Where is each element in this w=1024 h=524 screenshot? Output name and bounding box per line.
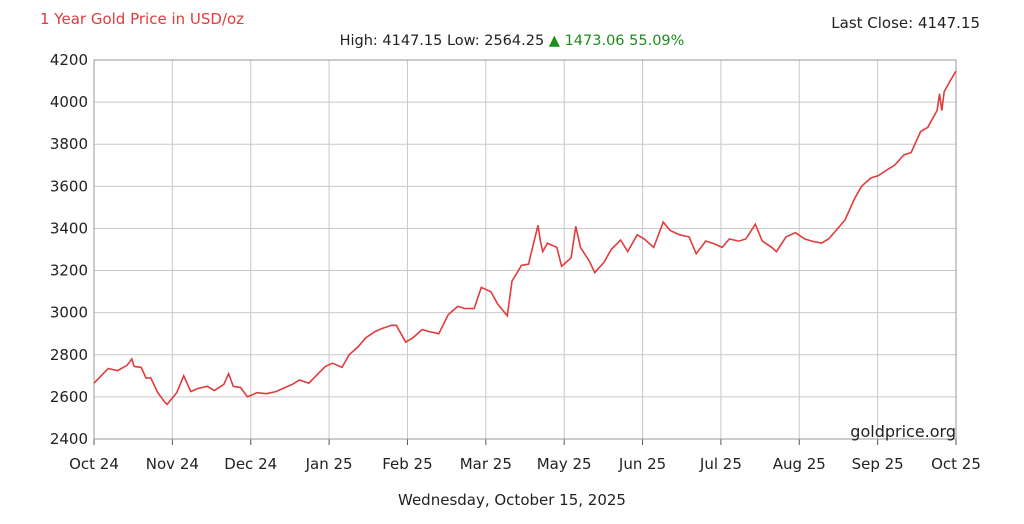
x-tick-label: Sep 25	[852, 455, 904, 473]
x-tick-label: Oct 24	[69, 455, 119, 473]
y-tick-label: 2800	[50, 346, 88, 364]
up-arrow-icon: ▲	[548, 33, 560, 49]
x-tick-label: Mar 25	[460, 455, 512, 473]
y-tick-label: 3000	[50, 304, 88, 322]
high-low-text: High: 4147.15 Low: 2564.25	[339, 33, 545, 49]
x-tick-label: Nov 24	[146, 455, 199, 473]
chart-credit: goldprice.org	[850, 422, 956, 441]
y-tick-label: 2600	[50, 388, 88, 406]
y-tick-label: 4000	[50, 93, 88, 111]
x-tick-label: Aug 25	[773, 455, 826, 473]
y-tick-label: 3200	[50, 262, 88, 280]
x-tick-label: Jul 25	[699, 455, 742, 473]
last-close-label: Last Close: 4147.15	[831, 14, 980, 32]
x-tick-label: Feb 25	[382, 455, 432, 473]
y-tick-label: 2400	[50, 430, 88, 448]
footer-date: Wednesday, October 15, 2025	[398, 491, 626, 509]
x-tick-label: Jan 25	[305, 455, 353, 473]
y-axis-ticks: 2400 2600 2800 3000 3200 3400 3600 3800 4000 4200	[50, 51, 88, 448]
price-line	[93, 70, 957, 406]
chart-title: 1 Year Gold Price in USD/oz	[40, 10, 245, 28]
y-tick-label: 3600	[50, 177, 88, 195]
change-value: 1473.06 55.09%	[564, 33, 685, 49]
chart-grid	[93, 59, 957, 445]
x-tick-label: Oct 25	[931, 455, 981, 473]
y-tick-label: 3400	[50, 219, 88, 237]
plot-frame	[93, 59, 957, 440]
x-tick-label: Jun 25	[618, 455, 666, 473]
y-tick-label: 4200	[50, 51, 88, 69]
x-tick-label: May 25	[537, 455, 592, 473]
y-tick-label: 3800	[50, 135, 88, 153]
x-axis-ticks: Oct 24 Nov 24 Dec 24 Jan 25 Feb 25 Mar 25 May …	[69, 455, 981, 473]
high-low-stats: High: 4147.15 Low: 2564.25 ▲ 1473.06 55.…	[0, 33, 1024, 49]
x-tick-label: Dec 24	[224, 455, 277, 473]
